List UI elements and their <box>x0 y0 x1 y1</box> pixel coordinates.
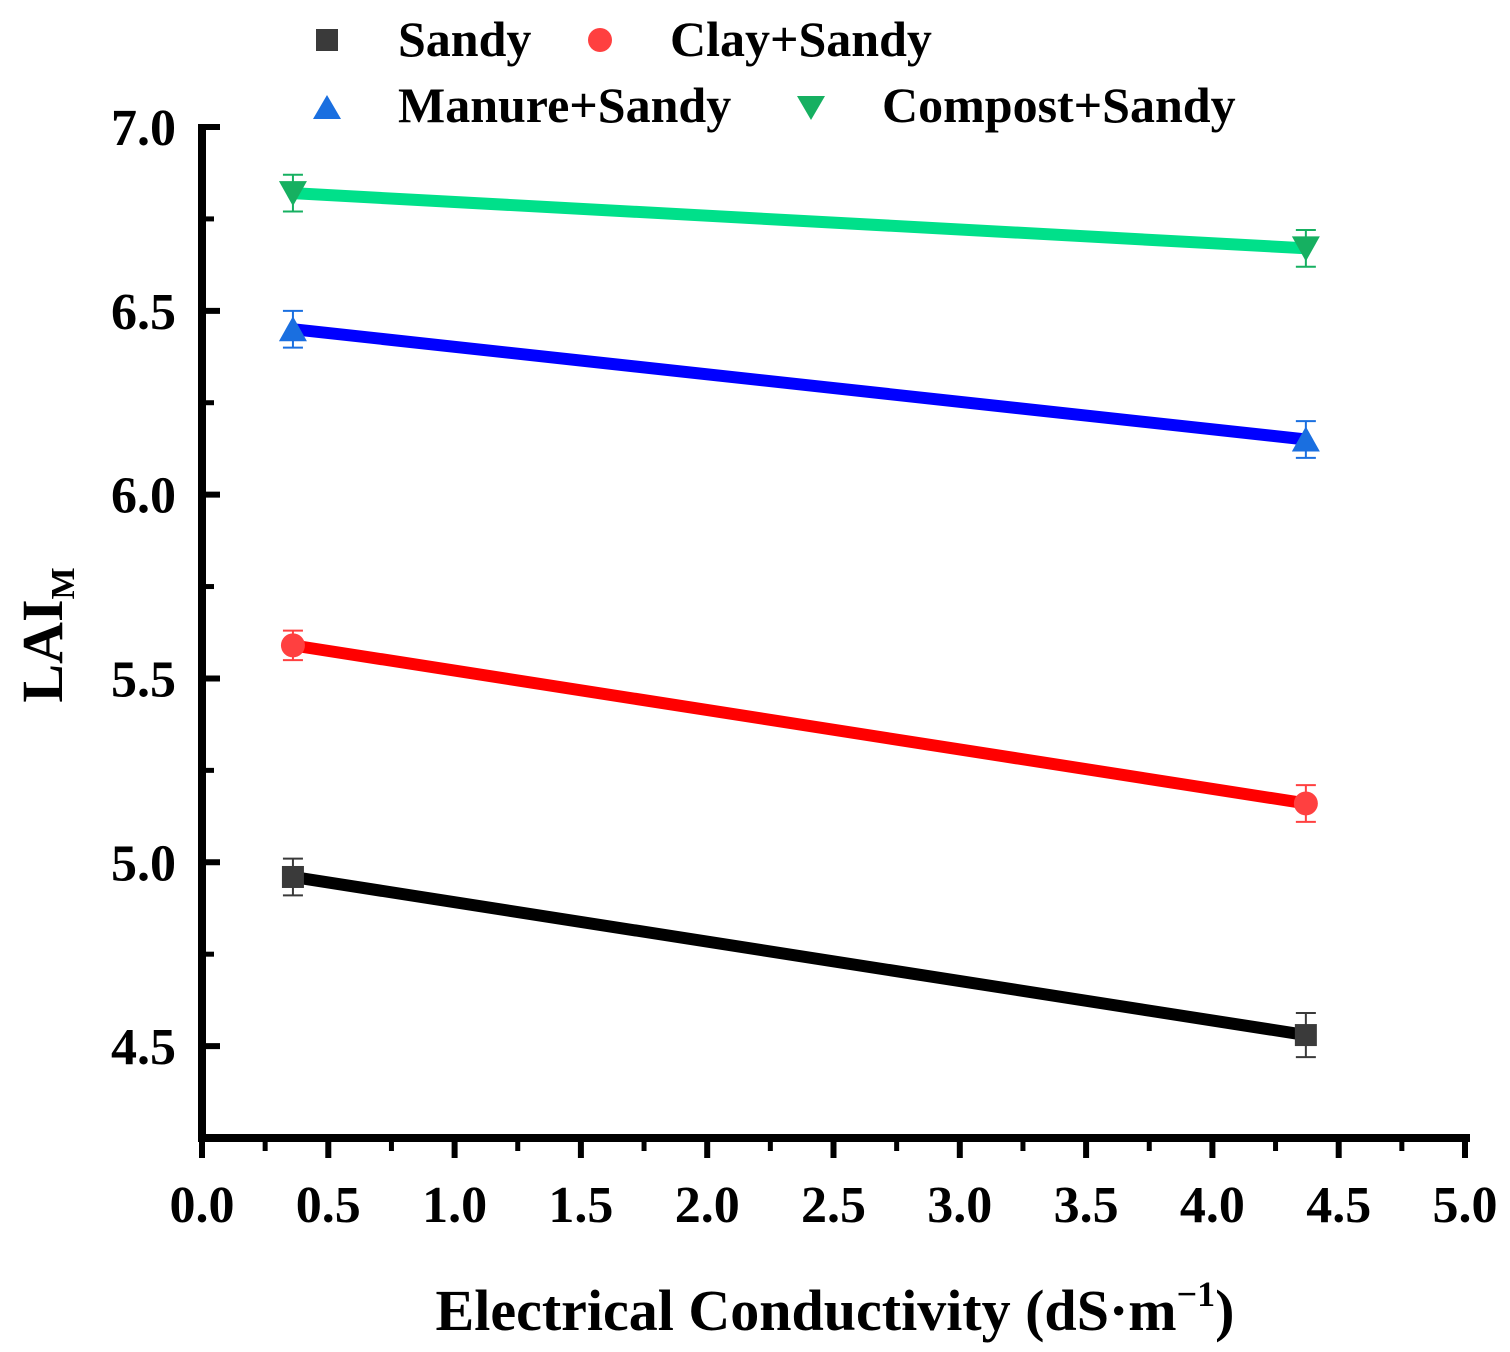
x-tick-label: 0.0 <box>170 1177 235 1234</box>
legend-marker-clay-sandy <box>588 28 612 52</box>
series-layer <box>278 173 1320 1059</box>
legend: Sandy Clay+Sandy Manure+Sandy Compost+Sa… <box>313 11 1236 133</box>
axes: 0.0 0.5 1.0 1.5 2.0 2.5 3.0 3.5 4.0 4.5 5.0 4.5 5.0… <box>111 100 1498 1234</box>
data-point-sandy <box>1294 1024 1317 1047</box>
legend-label-compost-sandy: Compost+Sandy <box>882 77 1236 133</box>
x-tick-label: 1.0 <box>422 1177 487 1234</box>
legend-marker-compost-sandy <box>797 96 825 120</box>
x-tick-label: 2.5 <box>801 1177 866 1234</box>
y-tick-label: 4.5 <box>111 1019 176 1076</box>
series-line-manure-sandy <box>286 323 1312 446</box>
series-line-compost-sandy <box>286 187 1312 255</box>
x-ticks: 0.0 0.5 1.0 1.5 2.0 2.5 3.0 3.5 4.0 4.5 5.0 <box>170 1138 1498 1234</box>
data-point-sandy <box>281 865 304 888</box>
data-point-compost-sandy <box>1291 236 1320 262</box>
y-tick-label: 6.0 <box>111 468 176 525</box>
data-point-compost-sandy <box>278 181 307 207</box>
y-axis-title-subscript: M <box>45 567 82 599</box>
x-tick-label: 5.0 <box>1433 1177 1498 1234</box>
series-sandy <box>281 857 1317 1059</box>
series-compost-sandy <box>278 173 1320 268</box>
y-axis-title: LAIM <box>10 567 82 702</box>
x-tick-label: 0.5 <box>296 1177 361 1234</box>
data-point-clay-sandy <box>280 633 305 658</box>
x-tick-label: 2.0 <box>675 1177 740 1234</box>
legend-label-manure-sandy: Manure+Sandy <box>398 77 731 133</box>
legend-marker-sandy <box>316 29 338 51</box>
data-point-manure-sandy <box>1291 426 1320 452</box>
y-tick-label: 7.0 <box>111 100 176 157</box>
y-tick-label: 5.0 <box>111 835 176 892</box>
data-point-clay-sandy <box>1293 791 1318 816</box>
legend-label-sandy: Sandy <box>398 11 531 67</box>
y-axis-title-main: LAI <box>10 599 75 702</box>
data-point-manure-sandy <box>278 316 307 342</box>
x-tick-label: 4.0 <box>1180 1177 1245 1234</box>
x-axis-title: Electrical Conductivity (dS·m−1) <box>436 1274 1235 1343</box>
y-tick-label: 6.5 <box>111 284 176 341</box>
x-tick-label: 3.5 <box>1054 1177 1119 1234</box>
x-tick-label: 3.0 <box>927 1177 992 1234</box>
y-tick-label: 5.5 <box>111 651 176 708</box>
x-tick-label: 4.5 <box>1306 1177 1371 1234</box>
series-clay-sandy <box>280 629 1318 823</box>
x-axis-title-close: ) <box>1215 1278 1234 1343</box>
legend-label-clay-sandy: Clay+Sandy <box>670 11 932 67</box>
x-axis-title-main: Electrical Conductivity (dS·m <box>436 1278 1177 1343</box>
legend-marker-manure-sandy <box>313 95 341 119</box>
series-manure-sandy <box>278 309 1320 459</box>
y-ticks: 4.5 5.0 5.5 6.0 6.5 7.0 <box>111 100 220 1141</box>
x-axis-title-superscript: −1 <box>1177 1274 1216 1314</box>
x-tick-label: 1.5 <box>548 1177 613 1234</box>
series-line-sandy <box>286 870 1312 1042</box>
series-line-clay-sandy <box>286 639 1312 810</box>
